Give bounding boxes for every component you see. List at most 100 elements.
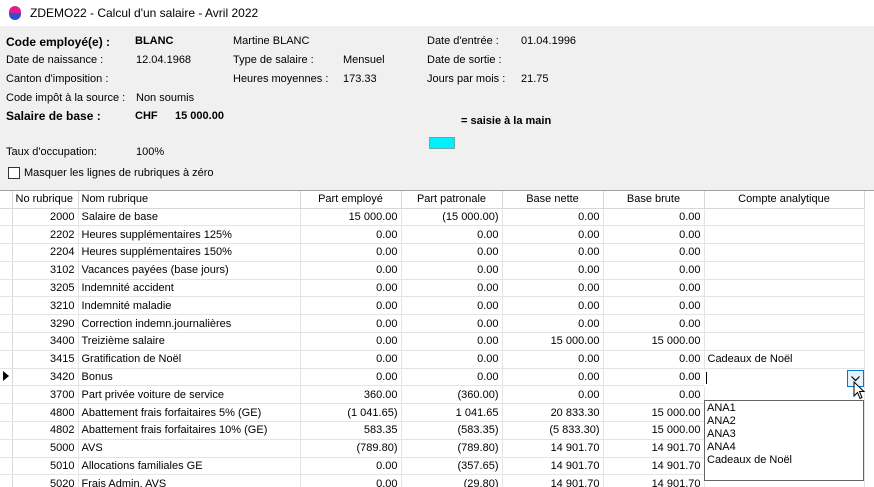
cell-part-patronale[interactable]: 0.00 — [401, 350, 503, 369]
cell-nom-rubrique[interactable]: Salaire de base — [78, 208, 301, 227]
cell-part-patronale[interactable]: 0.00 — [401, 368, 503, 387]
cell-base-brute[interactable]: 0.00 — [603, 243, 705, 262]
cell-base-brute[interactable]: 0.00 — [603, 314, 705, 334]
table-row[interactable]: 3415 Gratification de Noël 0.00 0.00 0.00 0.0… — [0, 350, 865, 369]
cell-compte-analytique[interactable] — [704, 208, 865, 227]
row-selector[interactable] — [0, 421, 13, 440]
cell-base-nette[interactable]: 0.00 — [502, 368, 604, 387]
cell-compte-analytique[interactable]: Cadeaux de Noël — [704, 350, 865, 369]
column-header-part-patronale[interactable]: Part patronale — [401, 191, 503, 209]
cell-no-rubrique[interactable]: 3700 — [12, 385, 79, 405]
cell-base-brute[interactable]: 0.00 — [603, 208, 705, 227]
cell-base-brute[interactable]: 14 901.70 — [603, 439, 705, 458]
table-row[interactable]: 3102 Vacances payées (base jours) 0.00 0.00… — [0, 261, 865, 280]
cell-part-patronale[interactable]: (357.65) — [401, 457, 503, 476]
table-row[interactable]: 3210 Indemnité maladie 0.00 0.00 0.00 0.00 — [0, 296, 865, 316]
cell-base-brute[interactable]: 15 000.00 — [603, 332, 705, 351]
cell-base-brute[interactable]: 0.00 — [603, 296, 705, 316]
cell-part-patronale[interactable]: 1 041.65 — [401, 403, 503, 423]
column-header-no-rubrique[interactable]: No rubrique — [12, 191, 79, 209]
cell-part-employe[interactable]: 0.00 — [300, 350, 402, 369]
cell-base-nette[interactable]: 0.00 — [502, 208, 604, 227]
cell-base-brute[interactable]: 0.00 — [603, 385, 705, 405]
cell-no-rubrique[interactable]: 3210 — [12, 296, 79, 316]
cell-no-rubrique[interactable]: 2204 — [12, 243, 79, 262]
table-row[interactable]: 3400 Treizième salaire 0.00 0.00 15 000.00 15… — [0, 332, 865, 351]
cell-base-brute[interactable]: 0.00 — [603, 350, 705, 369]
row-selector[interactable] — [0, 225, 13, 245]
cell-base-nette[interactable]: 0.00 — [502, 296, 604, 316]
cell-compte-analytique[interactable] — [704, 296, 865, 316]
row-selector[interactable] — [0, 332, 13, 351]
cell-part-employe[interactable]: 0.00 — [300, 474, 402, 487]
cell-no-rubrique[interactable]: 3415 — [12, 350, 79, 369]
cell-part-employe[interactable]: 0.00 — [300, 279, 402, 298]
cell-no-rubrique[interactable]: 3102 — [12, 261, 79, 280]
cell-base-nette[interactable]: 14 901.70 — [502, 457, 604, 476]
cell-part-patronale[interactable]: 0.00 — [401, 261, 503, 280]
cell-base-brute[interactable]: 0.00 — [603, 225, 705, 245]
row-selector[interactable] — [0, 385, 13, 405]
cell-base-nette[interactable]: 0.00 — [502, 350, 604, 369]
column-header-compte-analytique[interactable]: Compte analytique — [704, 191, 865, 209]
cell-no-rubrique[interactable]: 5020 — [12, 474, 79, 487]
cell-base-nette[interactable]: 14 901.70 — [502, 474, 604, 487]
row-selector[interactable] — [0, 279, 13, 298]
cell-part-patronale[interactable]: 0.00 — [401, 332, 503, 351]
table-row[interactable]: 2204 Heures supplémentaires 150% 0.00 0.00 0… — [0, 243, 865, 262]
cell-nom-rubrique[interactable]: AVS — [78, 439, 301, 458]
column-header-nom-rubrique[interactable]: Nom rubrique — [78, 191, 301, 209]
cell-base-nette[interactable]: 0.00 — [502, 314, 604, 334]
cell-base-brute[interactable]: 0.00 — [603, 368, 705, 387]
cell-part-patronale[interactable]: (583.35) — [401, 421, 503, 440]
cell-compte-analytique[interactable] — [704, 332, 865, 351]
row-selector[interactable] — [0, 368, 13, 387]
cell-part-patronale[interactable]: (15 000.00) — [401, 208, 503, 227]
cell-part-employe[interactable]: 0.00 — [300, 368, 402, 387]
cell-nom-rubrique[interactable]: Abattement frais forfaitaires 10% (GE) — [78, 421, 301, 440]
cell-base-nette[interactable]: 0.00 — [502, 279, 604, 298]
cell-nom-rubrique[interactable]: Indemnité accident — [78, 279, 301, 298]
cell-compte-analytique[interactable] — [704, 279, 865, 298]
cell-nom-rubrique[interactable]: Abattement frais forfaitaires 5% (GE) — [78, 403, 301, 423]
cell-base-nette[interactable]: 20 833.30 — [502, 403, 604, 423]
cell-nom-rubrique[interactable]: Gratification de Noël — [78, 350, 301, 369]
cell-part-employe[interactable]: (1 041.65) — [300, 403, 402, 423]
table-row[interactable]: 4802 Abattement frais forfaitaires 10% (G… — [0, 421, 865, 440]
cell-base-brute[interactable]: 0.00 — [603, 279, 705, 298]
column-header-base-brute[interactable]: Base brute — [603, 191, 705, 209]
row-selector[interactable] — [0, 457, 13, 476]
cell-nom-rubrique[interactable]: Part privée voiture de service — [78, 385, 301, 405]
table-row[interactable]: 2000 Salaire de base 15 000.00 (15 000.00) 0… — [0, 208, 865, 227]
cell-part-employe[interactable]: 0.00 — [300, 457, 402, 476]
cell-part-patronale[interactable]: 0.00 — [401, 243, 503, 262]
compte-analytique-combobox[interactable] — [704, 370, 864, 387]
cell-base-brute[interactable]: 15 000.00 — [603, 403, 705, 423]
row-selector[interactable] — [0, 439, 13, 458]
cell-nom-rubrique[interactable]: Bonus — [78, 368, 301, 387]
cell-compte-analytique[interactable] — [704, 225, 865, 245]
column-header-part-employe[interactable]: Part employé — [300, 191, 402, 209]
cell-no-rubrique[interactable]: 3420 — [12, 368, 79, 387]
cell-nom-rubrique[interactable]: Heures supplémentaires 125% — [78, 225, 301, 245]
cell-part-employe[interactable]: 583.35 — [300, 421, 402, 440]
table-row[interactable]: 3205 Indemnité accident 0.00 0.00 0.00 0.00 — [0, 279, 865, 298]
cell-base-brute[interactable]: 15 000.00 — [603, 421, 705, 440]
row-selector[interactable] — [0, 296, 13, 316]
cell-no-rubrique[interactable]: 3205 — [12, 279, 79, 298]
cell-part-patronale[interactable]: (360.00) — [401, 385, 503, 405]
hide-zero-rows-checkbox[interactable] — [8, 167, 20, 179]
cell-base-nette[interactable]: 0.00 — [502, 385, 604, 405]
cell-compte-analytique[interactable] — [704, 314, 865, 334]
cell-no-rubrique[interactable]: 5010 — [12, 457, 79, 476]
cell-base-nette[interactable]: 0.00 — [502, 225, 604, 245]
cell-base-brute[interactable]: 0.00 — [603, 261, 705, 280]
cell-base-nette[interactable]: (5 833.30) — [502, 421, 604, 440]
cell-part-patronale[interactable]: 0.00 — [401, 279, 503, 298]
cell-part-patronale[interactable]: 0.00 — [401, 314, 503, 334]
row-selector[interactable] — [0, 350, 13, 369]
dropdown-option[interactable]: ANA4 — [707, 441, 736, 453]
cell-nom-rubrique[interactable]: Frais Admin. AVS — [78, 474, 301, 487]
cell-no-rubrique[interactable]: 2000 — [12, 208, 79, 227]
cell-base-brute[interactable]: 14 901.70 — [603, 474, 705, 487]
